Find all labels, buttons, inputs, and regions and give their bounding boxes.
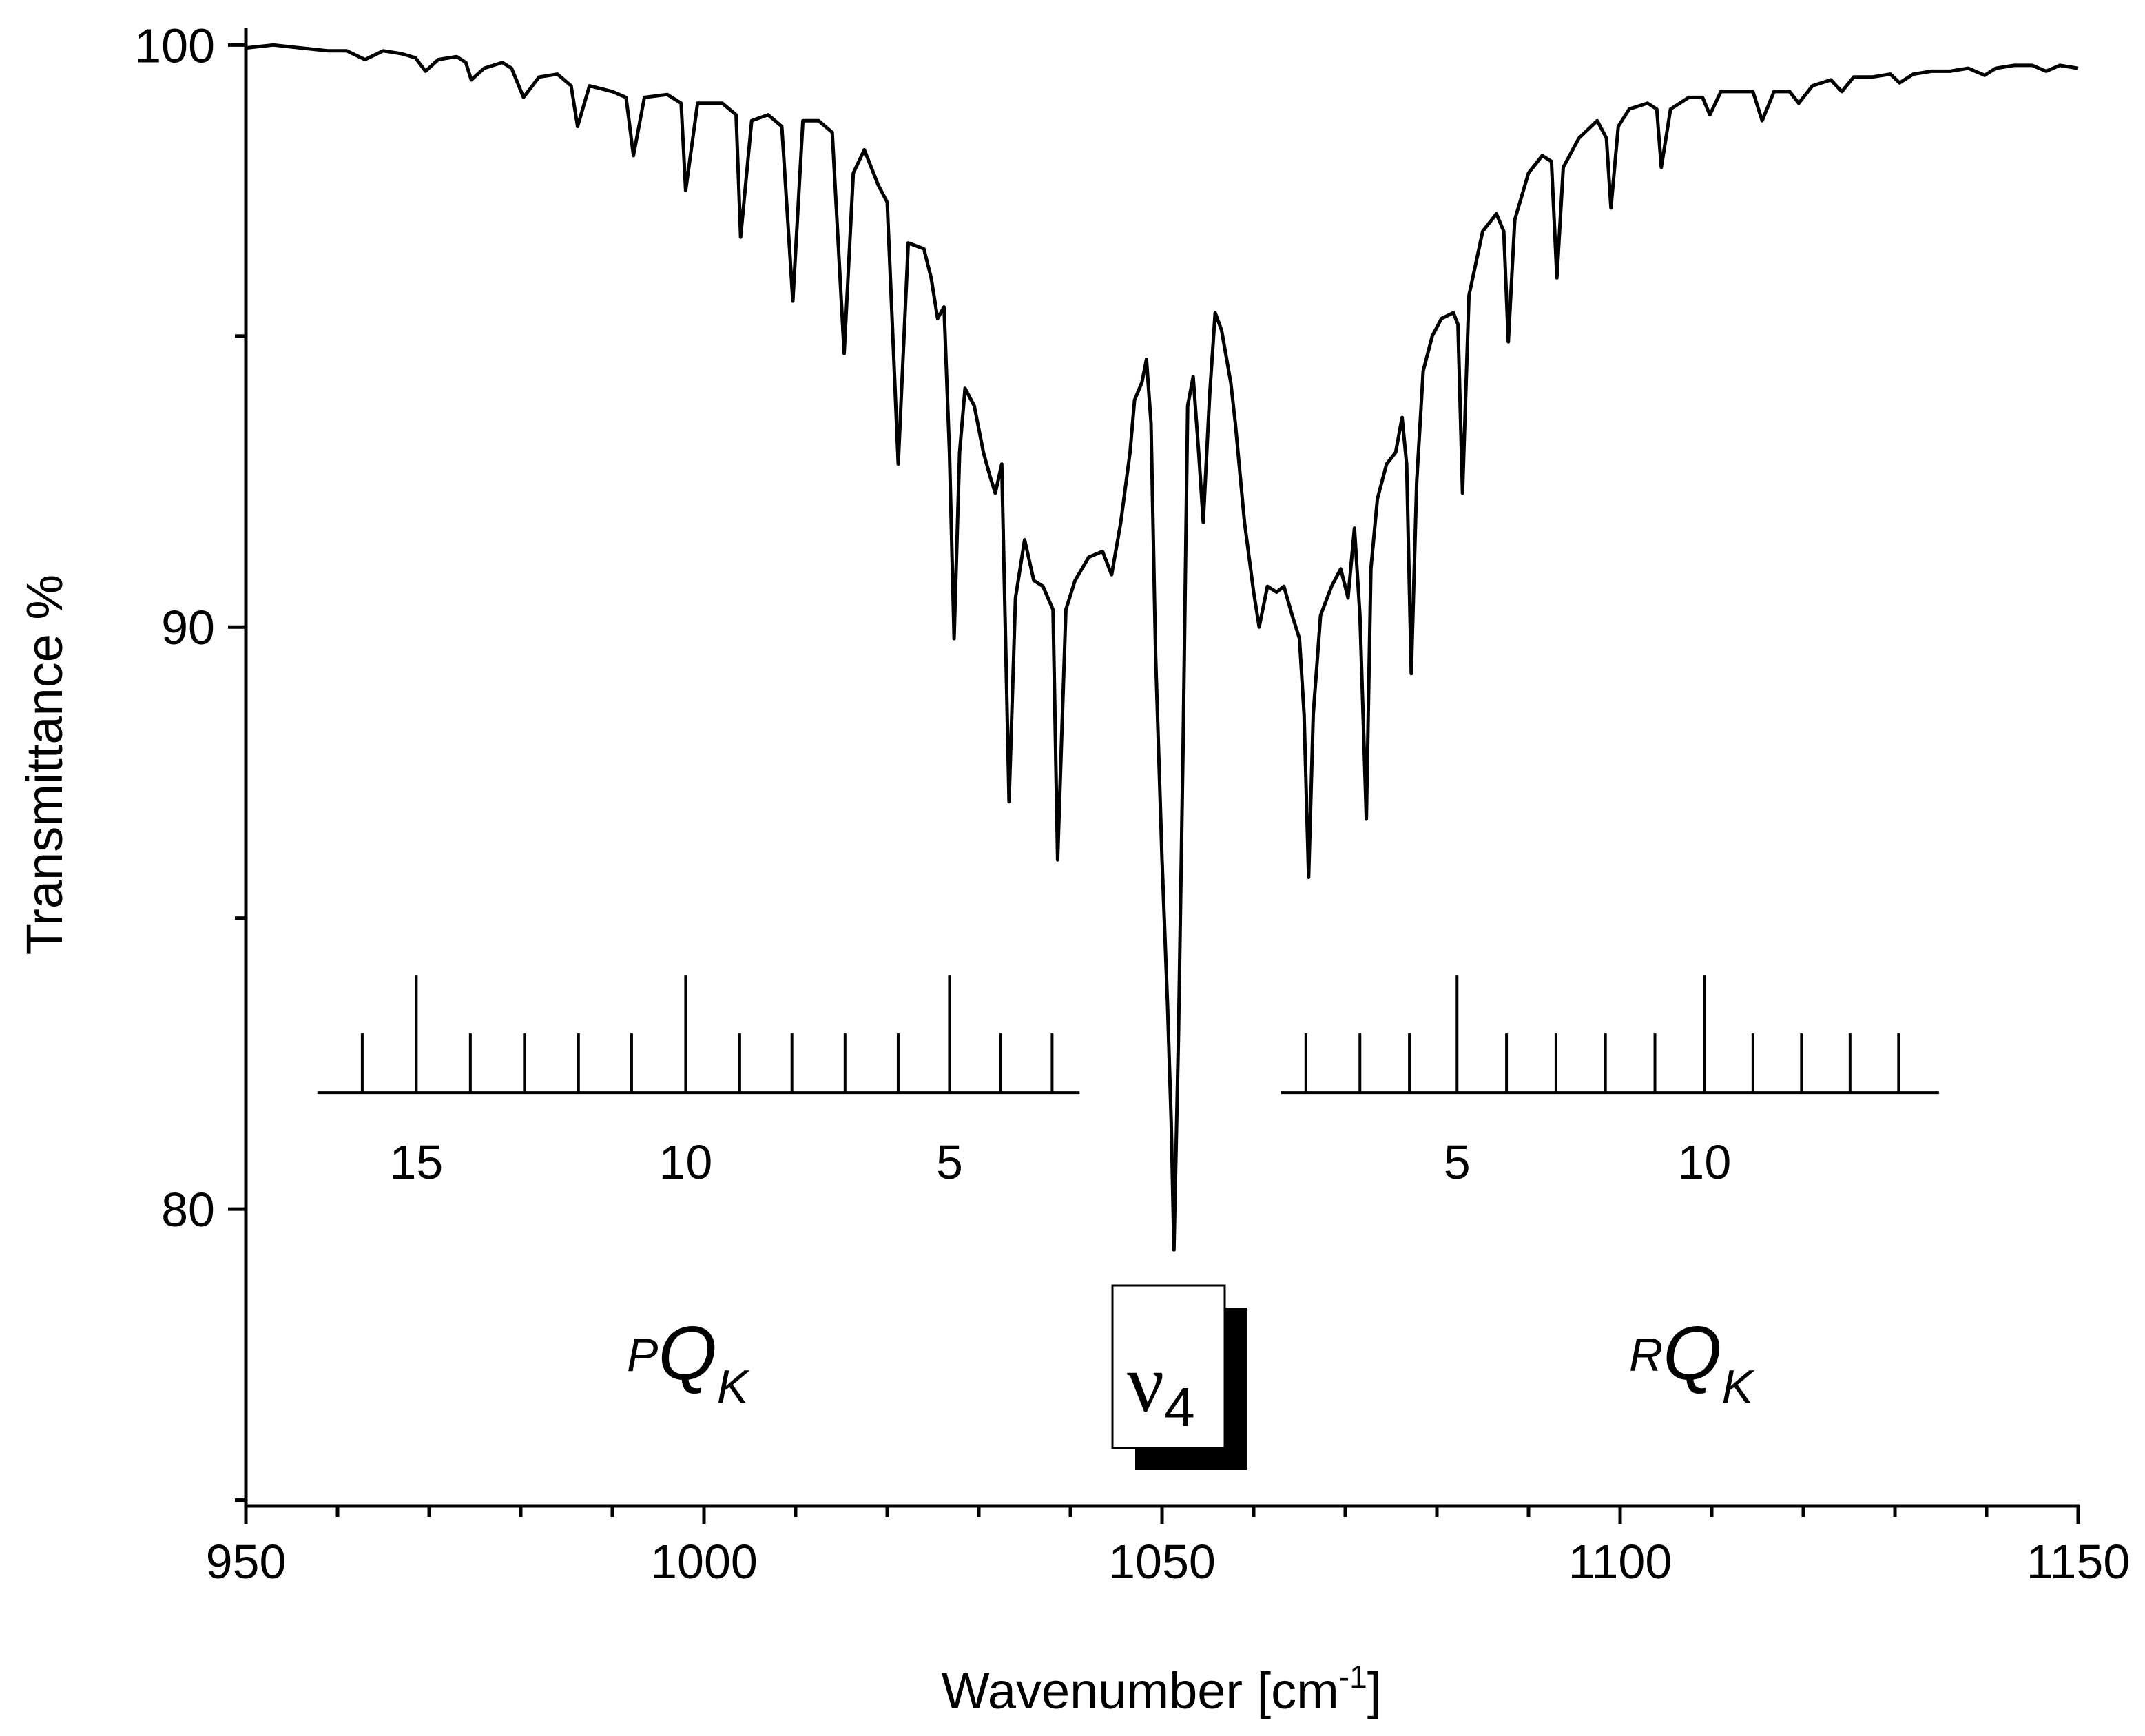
nu4-band-label: ν4: [1111, 1284, 1247, 1470]
x-tick-label: 1050: [1108, 1535, 1216, 1589]
comb-number-label: 10: [659, 1135, 712, 1189]
transmittance-series-line: [245, 43, 2079, 1252]
x-ticks: 950 1000 1050 1100 1150: [206, 1506, 2131, 1589]
x-tick-label: 950: [206, 1535, 287, 1589]
x-tick-label: 1100: [1568, 1535, 1672, 1589]
comb-number-label: 10: [1677, 1135, 1731, 1189]
rotational-combs: 15 10 5 5 10: [317, 975, 1939, 1189]
pqk-comb: 15 10 5: [317, 975, 1080, 1189]
x-tick-label: 1000: [650, 1535, 758, 1589]
x-tick-label: 1150: [2027, 1535, 2131, 1589]
nu4-box: [1111, 1284, 1226, 1449]
axes: [244, 28, 2080, 1508]
x-axis-label: Wavenumber [cm-1]: [942, 1659, 1382, 1719]
pqk-branch-label: PQK: [627, 1311, 750, 1413]
y-tick-label: 80: [161, 1183, 215, 1237]
rqk-branch-label: RQK: [1629, 1311, 1755, 1413]
comb-number-label: 5: [936, 1135, 963, 1189]
nu4-text: ν4: [1127, 1337, 1195, 1438]
rqk-comb: 5 10: [1281, 975, 1939, 1189]
comb-number-label: 5: [1444, 1135, 1471, 1189]
y-ticks: 80 90 100: [134, 19, 246, 1502]
y-tick-label: 90: [161, 601, 215, 654]
y-tick-label: 100: [134, 19, 215, 72]
comb-number-label: 15: [389, 1135, 443, 1189]
y-axis-label: Transmittance %: [16, 575, 73, 955]
